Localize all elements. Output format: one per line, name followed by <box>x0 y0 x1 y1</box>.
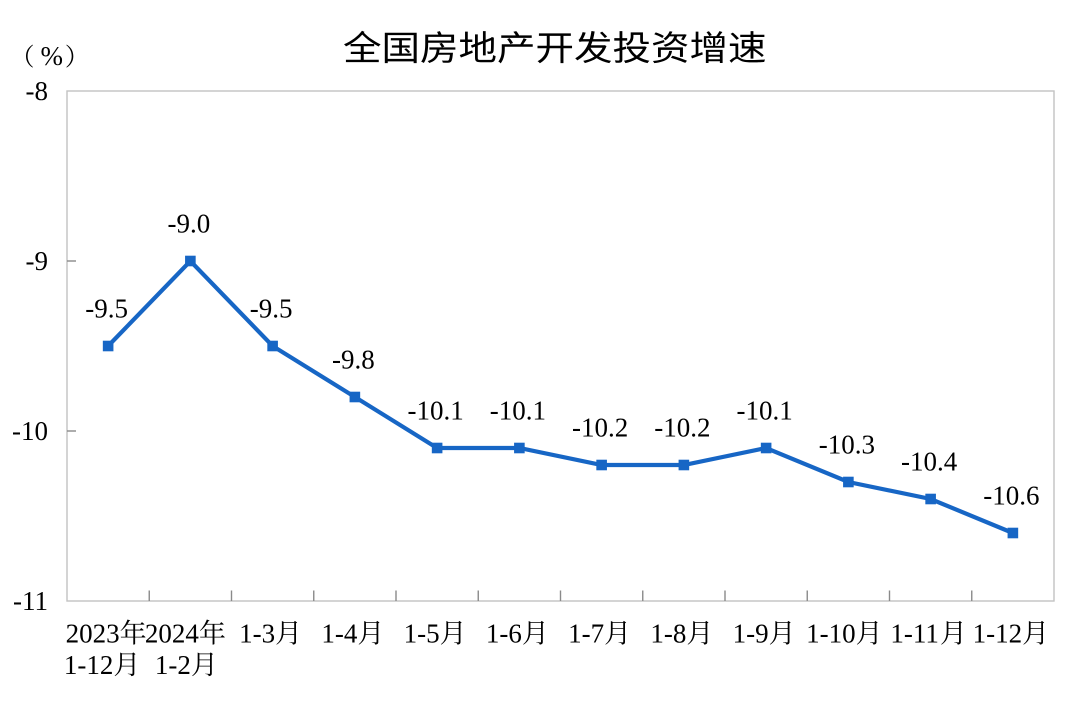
svg-text:-10.6: -10.6 <box>983 481 1039 511</box>
svg-text:1-9: 1-9 <box>733 619 769 649</box>
svg-text:2023: 2023 <box>66 619 120 649</box>
svg-text:-10.1: -10.1 <box>490 396 546 426</box>
svg-text:-9.5: -9.5 <box>250 294 293 324</box>
svg-text:-11: -11 <box>13 586 48 616</box>
svg-text:-9.8: -9.8 <box>332 345 375 375</box>
svg-text:-10.2: -10.2 <box>654 413 710 443</box>
svg-text:-10.1: -10.1 <box>736 396 792 426</box>
svg-text:-10.2: -10.2 <box>572 413 628 443</box>
svg-text:-9: -9 <box>26 246 49 276</box>
svg-text:-8: -8 <box>26 76 49 106</box>
svg-text:-10.4: -10.4 <box>901 447 958 477</box>
svg-text:-9.5: -9.5 <box>85 294 128 324</box>
svg-text:-10.1: -10.1 <box>407 396 463 426</box>
svg-text:1-8: 1-8 <box>650 619 686 649</box>
svg-text:-9.0: -9.0 <box>168 209 211 239</box>
svg-text:1-4: 1-4 <box>321 619 357 649</box>
svg-text:-10.3: -10.3 <box>819 430 875 460</box>
svg-text:1-6: 1-6 <box>486 619 522 649</box>
svg-text:2024: 2024 <box>145 619 200 649</box>
svg-text:1-3: 1-3 <box>239 619 275 649</box>
svg-text:1-5: 1-5 <box>404 619 440 649</box>
svg-text:-10: -10 <box>12 416 48 446</box>
svg-text:%: % <box>41 41 64 71</box>
svg-text:1-12: 1-12 <box>973 619 1023 649</box>
svg-text:1-2: 1-2 <box>155 650 191 680</box>
svg-text:1-11: 1-11 <box>890 619 939 649</box>
svg-text:1-7: 1-7 <box>568 619 604 649</box>
svg-text:1-12: 1-12 <box>64 650 114 680</box>
svg-text:1-10: 1-10 <box>806 619 856 649</box>
